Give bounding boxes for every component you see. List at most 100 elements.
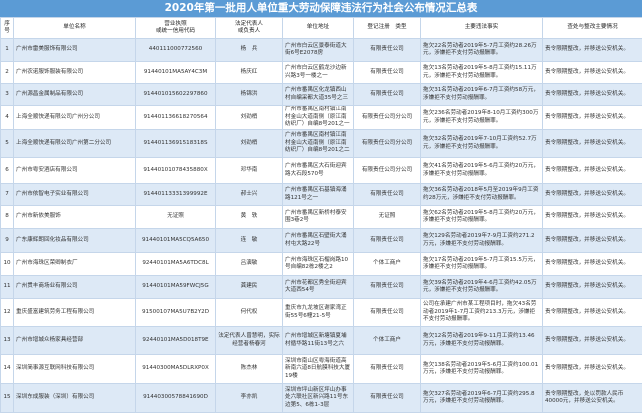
cell-name: 广州源昌金属制品有限公司 [13,83,136,106]
cell-name: 广东康辉朗回化妆品有限公司 [13,228,136,253]
cell-name: 广州市海珠区荣卿制衣厂 [13,252,136,276]
cell-name: 广州市雷美服饰有限公司 [13,38,136,62]
table-row: 2 广州农诺服饰服装有限公司 91440101MA5AY4C3M 杨庆红 广州市白云区鹤… [0,61,642,84]
cell-type: 有限责任公司 [353,354,421,384]
cell-name: 广州市依智电子实业有限公司 [13,183,136,206]
header-no: 序号 [0,17,14,39]
cell-code: 92440101MA5A6TDC8L [135,252,216,276]
cell-type: 有限责任公司分公司 [353,157,421,184]
table-row: 8 广州市新依美服饰 无证照黄 轶广州市番禺区新桥村泰安围3巷2号 无证照 拖欠62名劳… [0,205,642,229]
cell-name: 上海全顺快递有限公司广州第二分公司 [13,129,136,158]
cell-address: 广州市番禺区化龙镇西山村自编采都大道35号之三 [282,83,354,106]
header-type: 登记注册 类型 [353,17,421,39]
cell-fact: 拖欠36名劳动者2018年5月至2019年9月工资约28万元，涉嫌拒不支付劳动报… [420,183,543,206]
cell-rep: 陈杰林 [215,354,283,384]
cell-no: 9 [0,228,14,253]
cell-no: 12 [0,298,14,327]
cell-address: 广州市白云区景泰街道大街6号E2078房 [282,38,354,62]
cell-fact: 拖欠31名劳动者2019年6-7月工资约58万元，涉嫌拒不支付劳动报酬罪。 [420,83,543,106]
cell-rep: 龚建民 [215,275,283,299]
header-code: 营业执照 或统一信用代码 [135,17,216,39]
cell-result: 责令限期整改，并移送公安机关。 [542,326,642,355]
table-row: 1 广州市雷美服饰有限公司 440111000772560 杨 兵广州市白云区景泰街道… [0,38,642,62]
cell-type: 有限责任公司 [353,275,421,299]
table-row: 4 上海全顺快递有限公司广州分公司 914401136618270564 刘劲梢 广州市… [0,105,642,130]
header-fact: 主要违法事实 [420,17,543,39]
cell-name: 广州贯丰商场业有限公司 [13,275,136,299]
cell-no: 5 [0,129,14,158]
cell-no: 8 [0,205,14,229]
cell-no: 13 [0,326,14,355]
cell-code: 91440101078435880X [135,157,216,184]
cell-fact: 拖欠22名劳动者2019年5-7月工资约28.26万元，涉嫌拒不支付劳动报酬罪。 [420,38,543,62]
cell-name: 重庆盛富建筑劳务工程有限公司 [13,298,136,327]
cell-type: 有限责任公司 [353,61,421,84]
table-row: 3 广州源昌金属制品有限公司 914401015602297860 杨锦洪 广州市番禺区… [0,83,642,106]
cell-address: 广州市增城区新塘镇夏埔村循华路11街13号之六 [282,326,354,355]
cell-result: 责令限期整改，并移送公安机关。 [542,298,642,327]
cell-address: 广州市番禺区石基镇海涌路121号之一 [282,183,354,206]
cell-result: 责令限期整改，并移送公安机关。 [542,354,642,384]
violations-table: 序号 单位名称 营业执照 或统一信用代码 法定代表人 或负责人 单位地址 登记注册 类型主… [0,17,642,413]
cell-code: 91440101MA5AY4C3M [135,61,216,84]
cell-address: 广州市番禺区新桥村泰安围3巷2号 [282,205,354,229]
table-row: 7 广州市依智电子实业有限公司 91440113331399992E 郝士兴 广州市番禺… [0,183,642,206]
cell-name: 广州农诺服饰服装有限公司 [13,61,136,84]
table-row: 11 广州贯丰商场业有限公司 91440101MA59FWCJ5G 龚建民 广州市花都区… [0,275,642,299]
cell-fact: 拖欠13名劳动者2019年5-8月工资约15.11万元，涉嫌拒不支付劳动报酬罪。 [420,61,543,84]
cell-no: 7 [0,183,14,206]
cell-fact: 拖欠41名劳动者2019年5-6月工资约20万元，涉嫌拒不支付劳动报酬罪。 [420,157,543,184]
cell-rep: 李亦凯 [215,383,283,413]
header-address: 单位地址 [282,17,354,39]
table-row: 15 深圳东成服装（深圳）有限公司 91440300578841690D 李亦凯 深圳市… [0,383,642,413]
table-row: 14 深圳简事源互联网科技有限公司 91440300MA5DLRXP0X 陈杰林 深圳市… [0,354,642,384]
cell-no: 2 [0,61,14,84]
table-row: 5 上海全顺快递有限公司广州第二分公司 91440113691518318S 刘劲梢广… [0,129,642,158]
cell-name: 广州市增城众杨家具经营部 [13,326,136,355]
cell-code: 91440300MA5DLRXP0X [135,354,216,384]
table-row: 13 广州市增城众杨家具经营部 92440101MA5D018T9E 法定代表人曾慧明… [0,326,642,355]
cell-fact: 拖欠12名劳动者2019年9-11月工资约13.46万元，涉嫌拒不支付劳动报酬罪… [420,326,543,355]
cell-code: 91440101MA5CQ5A650 [135,228,216,253]
cell-result: 责令限期整改，并移送公安机关。 [542,157,642,184]
cell-code: 92440101MA5D018T9E [135,326,216,355]
cell-address: 深圳市坪山新区坪山办事处六联社区新兴路11号东边第5、6栋1-3层 [282,383,354,413]
cell-type: 无证照 [353,205,421,229]
cell-code: 无证照 [135,205,216,229]
cell-result: 责令限期整改，并移送公安机关。 [542,61,642,84]
cell-type: 有限责任公司 [353,38,421,62]
cell-code: 91440300578841690D [135,383,216,413]
table-row: 6 广州市粤安酒店有限公司 91440101078435880X 邓华南 广州市番禺区大… [0,157,642,184]
page-title: 2020年第一批用人单位重大劳动保障违法行为社会公布情况汇总表 [0,0,642,17]
cell-fact: 拖欠138名劳动者2019年5-6月工资约100.01万元，涉嫌拒不支付劳动报酬… [420,354,543,384]
cell-fact: 拖欠32名劳动者2019年7-10月工资约52.7万元，涉嫌拒不支付劳动报酬罪。 [420,129,543,158]
cell-address: 深圳市南山区粤海街道高新南六道8日航膜科技大厦19楼 [282,354,354,384]
cell-result: 责令限期整改，并移送公安机关。 [542,38,642,62]
cell-fact: 拖欠62名劳动者2019年5-8月工资约20万元，涉嫌拒不支付劳动报酬罪。 [420,205,543,229]
cell-fact: 公司在承建广州市某工程项目时，拖欠43名劳动者2019年1-7月工资约213.3… [420,298,543,327]
cell-fact: 拖欠327名劳动者2019年6-7月工资约295.8万元，涉嫌拒不支付劳动报酬罪… [420,383,543,413]
cell-no: 4 [0,105,14,130]
cell-no: 11 [0,275,14,299]
cell-rep: 邓华南 [215,157,283,184]
cell-rep: 吕演敏 [215,252,283,276]
cell-no: 3 [0,83,14,106]
table-row: 9 广东康辉朗回化妆品有限公司 91440101MA5CQ5A650 连 敏广州市番禺… [0,228,642,253]
cell-result: 责令限期整改，并移送公安机关。 [542,83,642,106]
cell-result: 责令限期整改，并移送公安机关。 [542,252,642,276]
cell-code: 914401136618270564 [135,105,216,130]
cell-type: 个体工商户 [353,252,421,276]
cell-address: 广州市番禺区南村镇江南村金山大道南侧（原江南纺织厂）自编8号201之一 [282,105,354,130]
header-rep: 法定代表人 或负责人 [215,17,283,39]
table-row: 10 广州市海珠区荣卿制衣厂 92440101MA5A6TDC8L 吕演敏 广州市海珠区… [0,252,642,276]
cell-no: 6 [0,157,14,184]
cell-code: 440111000772560 [135,38,216,62]
cell-result: 责令限期整改，并移送公安机关。 [542,183,642,206]
cell-address: 广州市花都区秀全街迎宾大道西54号 [282,275,354,299]
cell-result: 责令限期整改，并移送公安机关。 [542,205,642,229]
cell-type: 个体工商户 [353,326,421,355]
cell-result: 责令限期整改，并移送公安机关。 [542,129,642,158]
cell-type: 有限责任公司 [353,83,421,106]
table-row: 12 重庆盛富建筑劳务工程有限公司 91500107MA5U7B2Y2D 何代权 重庆市… [0,298,642,327]
cell-result: 责令限期整改，并移送公安机关。 [542,105,642,130]
